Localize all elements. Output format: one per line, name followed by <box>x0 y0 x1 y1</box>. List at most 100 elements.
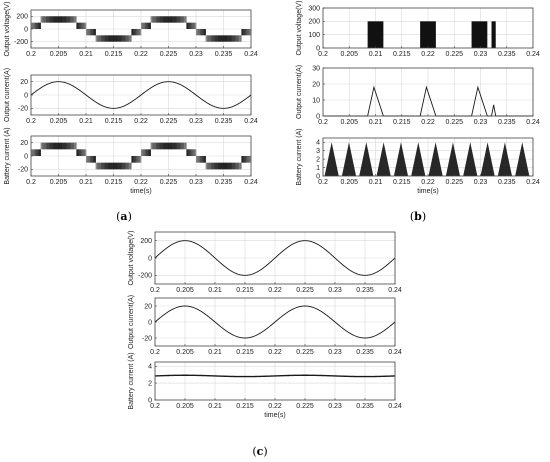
pwm-block <box>109 35 112 42</box>
pwm-block <box>156 16 158 23</box>
tick-label-x: 0.235 <box>215 179 233 186</box>
pwm-block <box>201 29 204 36</box>
tick-label-x: 0.21 <box>369 179 383 186</box>
pwm-block <box>86 29 88 36</box>
tick-label-y: 200 <box>16 14 28 21</box>
pwm-block <box>42 16 44 23</box>
tick-label-x: 0.24 <box>526 119 540 126</box>
tick-label-x: 0.225 <box>160 179 178 186</box>
pwm-block <box>161 142 164 150</box>
pwm-block <box>95 162 98 170</box>
pwm-block <box>98 162 101 170</box>
y-axis-label: Output voltage(V) <box>296 1 303 56</box>
pwm-block <box>62 142 65 150</box>
pwm-block <box>216 162 219 170</box>
pwm-block <box>43 142 46 150</box>
pwm-block <box>87 29 90 36</box>
x-axis-label: time(s) <box>130 188 151 195</box>
pwm-block <box>197 29 200 36</box>
pwm-block <box>245 29 248 36</box>
tick-label-y: 20 <box>312 81 320 88</box>
tick-label-x: 0.225 <box>160 118 178 125</box>
pwm-block <box>171 142 173 150</box>
voltage-pulse <box>491 21 496 48</box>
pwm-block <box>168 16 171 23</box>
tick-label-y: 20 <box>20 140 28 147</box>
pwm-block <box>61 142 63 150</box>
pwm-block <box>179 142 182 150</box>
pwm-block <box>182 16 184 23</box>
pwm-block <box>119 35 121 42</box>
pwm-block <box>44 142 47 150</box>
pwm-block <box>142 22 145 29</box>
panel-a2: 0.2 0.205 0.21 0.215 0.22 0.225 0.23 0.235 0.24 2… <box>4 68 258 125</box>
tick-label-x: 0.22 <box>268 403 282 410</box>
pwm-block <box>103 35 106 42</box>
pwm-block <box>124 162 127 170</box>
pwm-block <box>81 149 84 156</box>
pwm-block <box>163 142 165 150</box>
pwm-block <box>125 35 128 42</box>
pwm-block <box>196 29 198 36</box>
pwm-block <box>84 149 87 156</box>
pwm-block <box>70 16 73 23</box>
pwm-block <box>198 156 201 163</box>
pwm-block <box>231 35 234 42</box>
pwm-block <box>241 156 244 163</box>
pwm-block <box>51 16 54 23</box>
tick-label-y: 20 <box>144 303 152 310</box>
pwm-block <box>69 16 72 23</box>
pwm-block <box>55 16 58 23</box>
pwm-block <box>65 16 68 23</box>
pwm-block <box>94 156 96 163</box>
pwm-block <box>123 35 125 42</box>
pwm-block <box>187 22 190 29</box>
tick-label-x: 0.205 <box>176 403 194 410</box>
caption-c: (c) <box>252 445 267 458</box>
pwm-block <box>91 29 94 36</box>
pwm-block <box>73 142 76 150</box>
pwm-block <box>37 22 40 29</box>
pwm-block <box>101 162 103 170</box>
tick-label-y: 200 <box>140 238 152 245</box>
pwm-block <box>65 142 68 150</box>
pwm-block <box>58 142 61 150</box>
pwm-block <box>200 156 202 163</box>
tick-label-y: 0 <box>316 45 320 52</box>
pwm-block <box>185 16 187 23</box>
x-axis-label: time(s) <box>417 188 438 195</box>
x-axis-label: time(s) <box>264 412 285 419</box>
pwm-block <box>233 35 235 42</box>
y-axis-label: Output current(A) <box>128 295 135 349</box>
pwm-block <box>98 35 101 42</box>
pwm-block <box>131 156 134 163</box>
pwm-block <box>248 29 250 36</box>
pwm-block <box>130 35 132 42</box>
tick-label-x: 0.22 <box>421 119 435 126</box>
pwm-block <box>88 29 91 36</box>
pwm-block <box>136 29 139 36</box>
pwm-block <box>123 162 125 170</box>
pwm-block <box>39 22 41 29</box>
pwm-block <box>149 149 151 156</box>
pwm-block <box>237 35 239 42</box>
pwm-block <box>229 35 231 42</box>
pwm-block <box>172 16 175 23</box>
pwm-block <box>105 35 107 42</box>
pwm-block <box>128 162 131 170</box>
tick-label-x: 0.225 <box>296 349 314 356</box>
tick-label-x: 0.205 <box>50 51 68 58</box>
tick-label-x: 0.23 <box>328 403 342 410</box>
tick-label-x: 0.22 <box>134 51 148 58</box>
tick-label-x: 0.205 <box>340 179 358 186</box>
pwm-block <box>31 149 33 156</box>
pwm-block <box>39 149 41 156</box>
pwm-block <box>33 149 36 156</box>
pwm-block <box>212 162 215 170</box>
pwm-block <box>175 142 178 150</box>
pwm-block <box>127 162 129 170</box>
pwm-block <box>244 29 246 36</box>
tick-label-x: 0.205 <box>50 179 68 186</box>
pwm-block <box>171 16 173 23</box>
